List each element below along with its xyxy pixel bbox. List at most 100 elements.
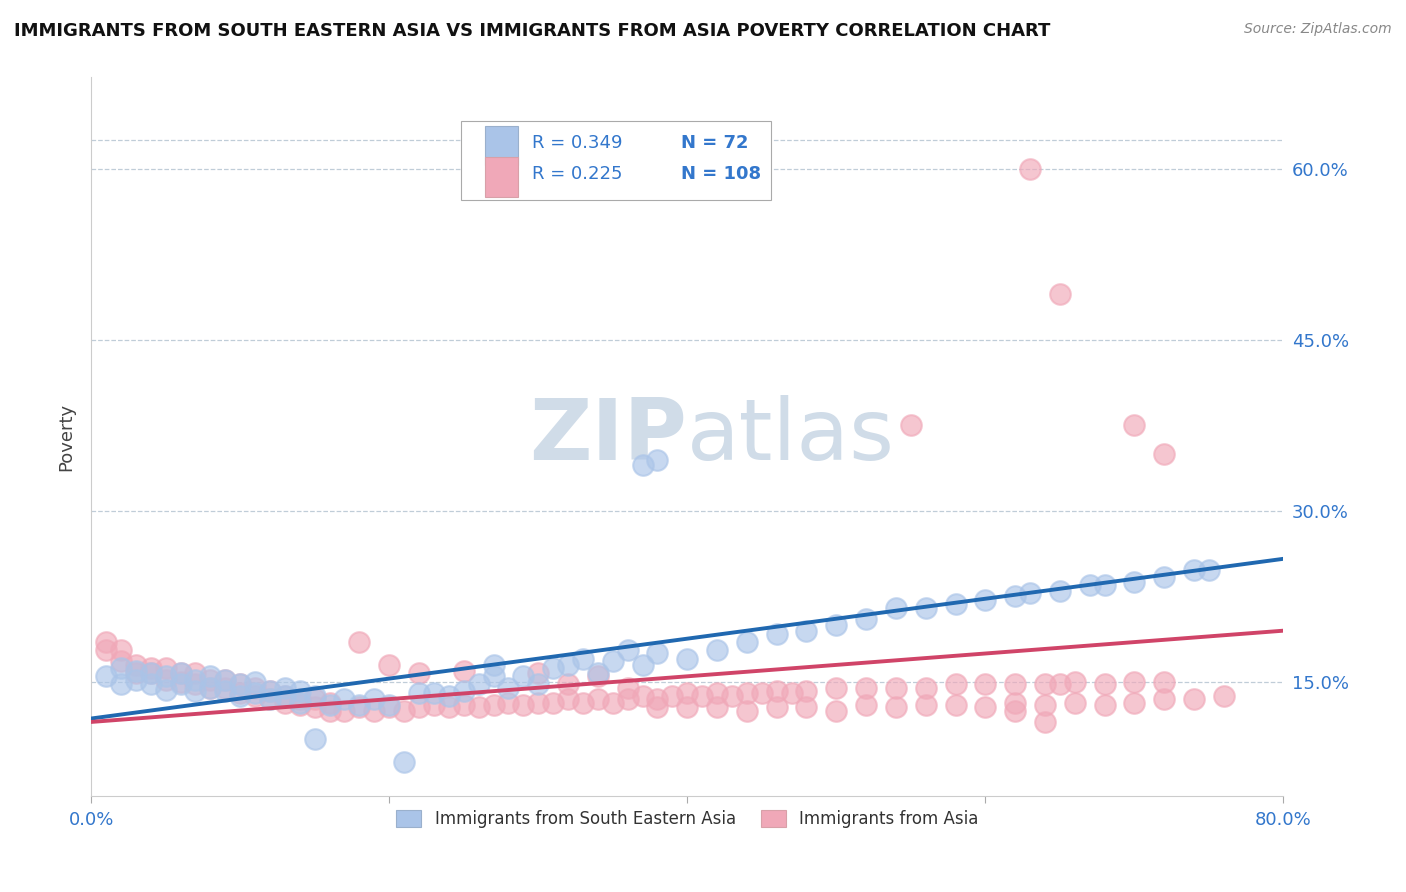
Point bbox=[288, 692, 311, 706]
Point bbox=[139, 665, 162, 680]
Point bbox=[512, 698, 534, 712]
Point bbox=[214, 681, 236, 695]
Point bbox=[735, 704, 758, 718]
Point bbox=[200, 673, 222, 687]
Point bbox=[721, 689, 744, 703]
Point bbox=[616, 681, 638, 695]
Point bbox=[1182, 692, 1205, 706]
FancyBboxPatch shape bbox=[485, 157, 517, 197]
Point bbox=[423, 698, 446, 712]
Point bbox=[825, 704, 848, 718]
Point bbox=[437, 700, 460, 714]
Point bbox=[169, 677, 191, 691]
Point bbox=[259, 684, 281, 698]
Point bbox=[765, 627, 787, 641]
Point bbox=[139, 665, 162, 680]
Point bbox=[349, 698, 371, 712]
Point bbox=[453, 684, 475, 698]
Point bbox=[661, 689, 683, 703]
Text: IMMIGRANTS FROM SOUTH EASTERN ASIA VS IMMIGRANTS FROM ASIA POVERTY CORRELATION C: IMMIGRANTS FROM SOUTH EASTERN ASIA VS IM… bbox=[14, 22, 1050, 40]
Point bbox=[1033, 677, 1056, 691]
Point bbox=[110, 643, 132, 657]
Point bbox=[259, 692, 281, 706]
Point bbox=[796, 684, 818, 698]
Point bbox=[616, 692, 638, 706]
Point bbox=[706, 686, 728, 700]
Point bbox=[333, 692, 356, 706]
Point bbox=[572, 696, 595, 710]
Point bbox=[125, 665, 148, 680]
Point bbox=[363, 692, 385, 706]
Point bbox=[541, 696, 564, 710]
Point bbox=[602, 655, 624, 669]
Point bbox=[647, 647, 669, 661]
Point bbox=[392, 704, 415, 718]
Point bbox=[1212, 689, 1234, 703]
FancyBboxPatch shape bbox=[485, 126, 517, 165]
Point bbox=[94, 635, 117, 649]
Point bbox=[349, 700, 371, 714]
Point bbox=[884, 600, 907, 615]
Point bbox=[706, 643, 728, 657]
Point bbox=[229, 686, 252, 700]
Point bbox=[527, 696, 550, 710]
Point bbox=[482, 669, 505, 683]
FancyBboxPatch shape bbox=[461, 120, 770, 200]
Point bbox=[288, 696, 311, 710]
Point bbox=[259, 692, 281, 706]
Point bbox=[392, 755, 415, 769]
Point bbox=[274, 689, 297, 703]
Point bbox=[1094, 677, 1116, 691]
Point bbox=[304, 692, 326, 706]
Point bbox=[676, 652, 699, 666]
Point bbox=[229, 689, 252, 703]
Point bbox=[467, 700, 489, 714]
Point bbox=[318, 696, 340, 710]
Point bbox=[1063, 696, 1085, 710]
Point bbox=[498, 681, 520, 695]
Point bbox=[900, 418, 922, 433]
Point bbox=[139, 677, 162, 691]
Point bbox=[155, 673, 177, 687]
Point bbox=[482, 698, 505, 712]
Point bbox=[184, 677, 207, 691]
Point bbox=[110, 677, 132, 691]
Point bbox=[200, 681, 222, 695]
Point bbox=[408, 665, 430, 680]
Point bbox=[288, 684, 311, 698]
Point bbox=[1094, 698, 1116, 712]
Point bbox=[318, 704, 340, 718]
Point bbox=[1123, 696, 1146, 710]
Point bbox=[229, 677, 252, 691]
Point bbox=[155, 669, 177, 683]
Point bbox=[229, 677, 252, 691]
Point bbox=[304, 732, 326, 747]
Point bbox=[647, 452, 669, 467]
Point bbox=[527, 677, 550, 691]
Point bbox=[1182, 563, 1205, 577]
Point bbox=[184, 673, 207, 687]
Point bbox=[647, 692, 669, 706]
Point bbox=[541, 661, 564, 675]
Point bbox=[498, 696, 520, 710]
Point bbox=[243, 675, 266, 690]
Point bbox=[467, 677, 489, 691]
Text: R = 0.225: R = 0.225 bbox=[533, 165, 623, 184]
Point bbox=[1033, 698, 1056, 712]
Point bbox=[706, 700, 728, 714]
Point bbox=[586, 669, 609, 683]
Point bbox=[1063, 675, 1085, 690]
Point bbox=[1049, 287, 1071, 301]
Point bbox=[1123, 418, 1146, 433]
Point bbox=[855, 681, 877, 695]
Point bbox=[557, 677, 579, 691]
Point bbox=[125, 664, 148, 678]
Point bbox=[243, 686, 266, 700]
Point bbox=[974, 593, 997, 607]
Point bbox=[914, 698, 936, 712]
Point bbox=[453, 664, 475, 678]
Point bbox=[1004, 677, 1026, 691]
Point bbox=[676, 700, 699, 714]
Point bbox=[184, 684, 207, 698]
Point bbox=[1004, 704, 1026, 718]
